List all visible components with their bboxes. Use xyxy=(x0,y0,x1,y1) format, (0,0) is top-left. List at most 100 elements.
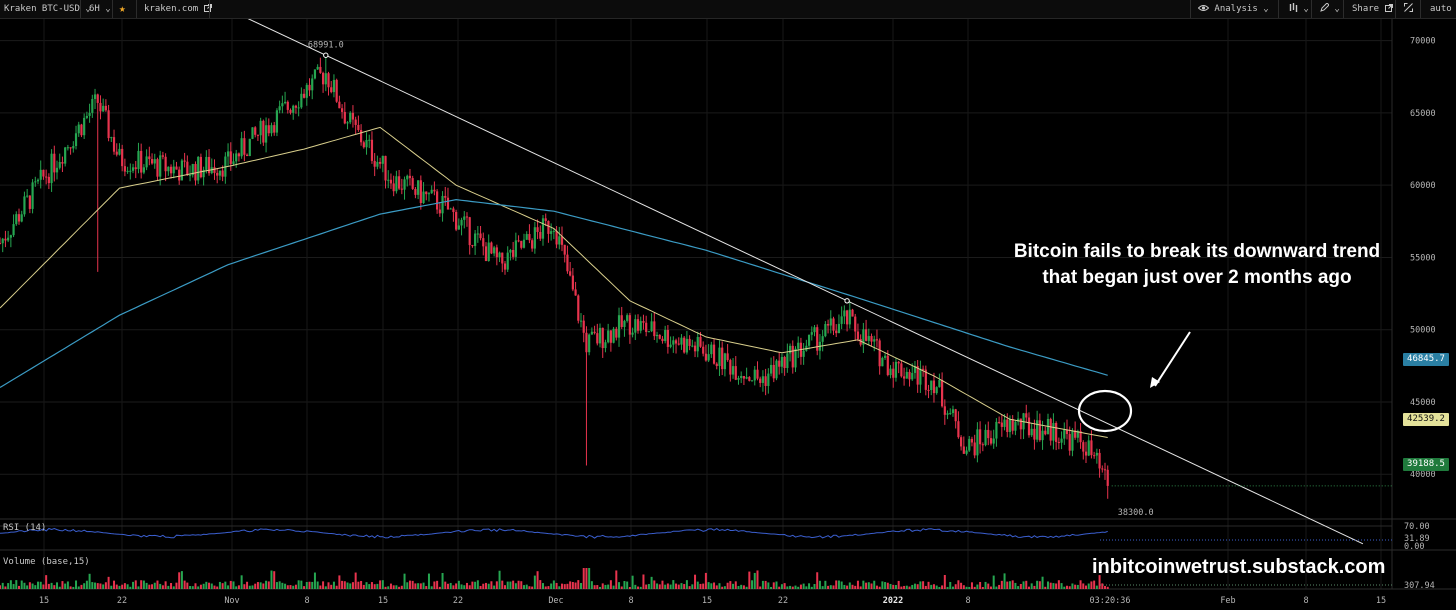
candle-body xyxy=(118,148,121,155)
candle-body xyxy=(677,343,680,345)
candle-body xyxy=(957,421,960,438)
volume-bar xyxy=(528,586,531,589)
volume-bar xyxy=(979,581,982,589)
volume-bar xyxy=(626,581,629,589)
candle-body xyxy=(289,109,292,113)
volume-bar xyxy=(566,583,569,589)
volume-bar xyxy=(571,581,574,589)
volume-bar xyxy=(544,586,547,589)
candle-body xyxy=(281,103,284,107)
candle-body xyxy=(639,321,642,331)
symbol-selector[interactable]: Kraken BTC-USD ⌄ xyxy=(4,0,91,18)
volume-bar xyxy=(506,581,509,589)
candle-body xyxy=(161,155,164,157)
volume-bar xyxy=(460,584,463,589)
price-tick-label: 45000 xyxy=(1410,398,1436,408)
candle-body xyxy=(398,176,401,189)
interval-selector[interactable]: 6H ⌄ xyxy=(89,0,111,18)
volume-bar xyxy=(588,568,591,589)
volume-bar xyxy=(599,586,602,589)
volume-bar xyxy=(490,581,493,589)
candle-body xyxy=(878,340,881,367)
candle-body xyxy=(441,195,444,214)
volume-bar xyxy=(392,585,395,589)
symbol-label: Kraken BTC-USD xyxy=(4,4,80,14)
candle-body xyxy=(357,124,360,131)
volume-bar xyxy=(938,586,941,589)
volume-bar xyxy=(1003,573,1006,589)
volume-bar xyxy=(1049,582,1052,589)
candle-body xyxy=(319,66,322,73)
volume-bar xyxy=(275,582,278,589)
volume-bar xyxy=(303,586,306,589)
candle-body xyxy=(579,320,583,322)
candle-body xyxy=(384,155,387,181)
candle-body xyxy=(1006,419,1009,433)
volume-bar xyxy=(31,583,34,589)
volume-bar xyxy=(495,581,498,589)
candle-body xyxy=(283,101,287,104)
candle-body xyxy=(824,324,827,337)
scale-mode-button[interactable]: auto xyxy=(1430,4,1452,14)
candle-body xyxy=(365,140,368,148)
candle-body xyxy=(1049,418,1052,441)
analysis-button[interactable]: Analysis ⌄ xyxy=(1197,0,1269,18)
volume-bar xyxy=(80,584,83,589)
trendline-anchor xyxy=(323,52,329,58)
volume-bar xyxy=(675,583,678,589)
time-tick-label: 8 xyxy=(628,596,633,606)
volume-bar xyxy=(601,583,604,589)
volume-bar xyxy=(1065,585,1068,589)
volume-bar xyxy=(1063,586,1066,589)
volume-bar xyxy=(449,582,452,589)
volume-bar xyxy=(580,582,583,589)
candle-body xyxy=(908,371,911,380)
volume-bar xyxy=(197,586,200,589)
candle-body xyxy=(598,327,602,344)
share-button[interactable]: Share xyxy=(1352,0,1393,18)
candle-body xyxy=(998,421,1001,423)
volume-bar xyxy=(702,583,705,589)
bar-style-button[interactable]: ⌄ xyxy=(1289,0,1309,18)
volume-bar xyxy=(66,581,69,589)
candle-body xyxy=(243,138,246,155)
volume-bar xyxy=(308,581,311,589)
volume-bar xyxy=(1104,585,1107,589)
candle-body xyxy=(859,338,862,345)
volume-bar xyxy=(517,580,520,589)
candle-body xyxy=(897,361,900,364)
candle-body xyxy=(17,214,21,222)
volume-bar xyxy=(493,585,496,589)
chart-canvas[interactable]: 68991.0 38300.0 70000 65000 60000 55000 50000… xyxy=(0,19,1456,610)
candle-body xyxy=(104,105,107,111)
candle-body xyxy=(137,150,140,170)
candle-body xyxy=(330,87,333,93)
volume-bar xyxy=(4,586,7,589)
candle-body xyxy=(66,147,69,149)
volume-bar xyxy=(118,585,121,589)
candle-body xyxy=(539,231,542,239)
volume-bar xyxy=(840,581,843,589)
draw-tool-button[interactable]: ⌄ xyxy=(1320,0,1340,18)
volume-bar xyxy=(327,582,330,589)
candle-body xyxy=(267,125,270,134)
volume-bar xyxy=(142,580,145,589)
candle-body xyxy=(197,156,200,181)
source-link[interactable]: kraken.com xyxy=(144,0,212,18)
candle-body xyxy=(110,137,113,139)
candle-body xyxy=(946,413,949,415)
candle-body xyxy=(965,450,968,454)
volume-bar xyxy=(72,586,75,589)
star-icon[interactable]: ★ xyxy=(119,2,126,15)
fullscreen-button[interactable] xyxy=(1404,0,1413,18)
volume-bar xyxy=(900,586,903,589)
volume-bar xyxy=(894,585,897,589)
volume-bar xyxy=(254,583,257,589)
candle-body xyxy=(482,238,485,247)
volume-bar xyxy=(569,581,572,589)
candle-body xyxy=(248,138,251,157)
candle-body xyxy=(566,254,569,272)
volume-bar xyxy=(791,586,794,589)
chevron-down-icon: ⌄ xyxy=(105,4,111,14)
candle-body xyxy=(316,66,319,70)
